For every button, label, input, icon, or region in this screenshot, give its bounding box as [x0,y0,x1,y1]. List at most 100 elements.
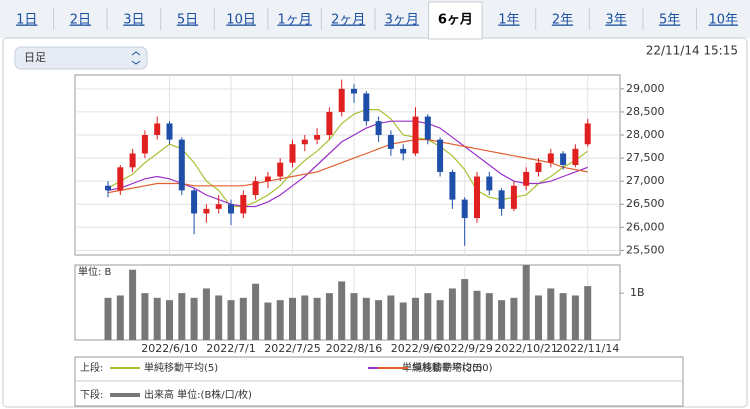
x-tick-label: 2022/11/14 [556,342,619,355]
tab[interactable]: 2日 [70,13,91,28]
candle-body [301,139,308,145]
candle-body [387,135,394,149]
candle-body [215,204,222,209]
y-tick-label: 27,000 [626,174,665,187]
ma-line [107,120,588,208]
candle-body [314,135,321,140]
volume-bar [141,293,149,340]
tab[interactable]: 2ヶ月 [331,13,365,28]
candle-body [264,176,271,182]
tab[interactable]: 2年 [552,13,573,28]
volume-bar [571,295,579,340]
dropdown-arrow [131,51,141,65]
volume-bar [239,297,247,340]
volume-bar [289,297,296,340]
y-tick-label: 26,000 [626,220,665,233]
volume-bar [559,293,567,340]
candle-body [191,190,198,214]
tab[interactable]: 3ヶ月 [385,13,419,28]
tab[interactable]: 1ヶ月 [278,13,312,28]
candle-body [437,139,444,172]
candle-body [474,176,480,219]
volume-bar [461,279,469,340]
candle-body [252,181,259,195]
x-tick-label: 2022/7/25 [264,342,320,355]
candle-body [289,144,296,163]
volume-bar [129,269,137,340]
x-tick-label: 2022/7/1 [206,342,255,355]
dropdown[interactable] [14,46,148,70]
candle-body [412,116,419,154]
volume-bar [350,293,358,340]
volume-bar [424,293,432,340]
volume-bar [510,297,518,340]
volume-bar [215,295,223,340]
candle-body [203,208,210,214]
x-tick-label: 2022/8/16 [326,342,382,355]
volume-bar [547,288,555,340]
tab[interactable]: 1日 [16,13,37,28]
x-tick-label: 2022/6/10 [141,342,197,355]
ma-line [107,139,588,194]
candle-body [486,176,493,191]
volume-bar [252,283,260,340]
tab[interactable]: 3日 [123,13,144,28]
volume-unit: 単位: B [78,265,112,278]
candle-body [240,195,247,214]
volume-bar [301,295,309,340]
tab[interactable]: 3年 [605,13,626,28]
dropdown-label[interactable]: 日足 [24,51,46,64]
volume-bar [116,295,124,340]
tab[interactable]: 10年 [708,13,738,28]
volume-bar [227,300,235,340]
timestamp: 22/11/14 15:15 [646,44,738,58]
y-tick-label: 27,500 [626,151,665,164]
volume-bar [325,293,333,340]
volume-bar [178,293,186,340]
candle-body [560,153,567,165]
legend-label: 出来高 単位:(B株/口/枚) [144,388,252,401]
y-tick-label: 25,500 [626,243,665,256]
volume-bar [153,297,161,340]
volume-bar [190,297,198,340]
tab[interactable]: 10日 [226,13,256,28]
tab[interactable]: 6ヶ月 [438,13,473,28]
candle-body [375,121,382,135]
tab[interactable]: 1年 [498,13,519,28]
volume-bar [485,293,493,340]
volume-bar [313,297,321,340]
volume-bar [535,295,542,340]
y-tick-label: 28,000 [626,128,665,141]
y-tick-label: 26,500 [626,197,665,210]
candle-body [510,185,517,209]
volume-bar [387,295,395,340]
volume-bar [448,288,456,340]
candle-body [498,190,505,209]
candle-body [326,111,333,135]
candle-body [584,123,591,145]
x-tick-label: 2022/9/6 [391,342,440,355]
volume-bar [522,265,530,340]
candle-body [461,199,468,219]
legend-label: 単純移動平均(25) [402,361,483,374]
candle-body [338,88,345,112]
candle-body [178,139,185,191]
volume-bar [498,300,506,340]
tab-selected-bg [428,1,483,40]
candle-body [166,123,173,140]
price-plot [74,74,621,256]
candle-body [129,153,136,168]
tab[interactable]: 5日 [177,13,198,28]
candle-body [228,204,234,214]
x-tick-label: 2022/9/29 [436,342,492,355]
volume-bar [584,286,592,340]
tab[interactable]: 5年 [659,13,680,28]
volume-bar [338,281,346,340]
candle-body [400,148,407,154]
volume-bar [412,297,419,340]
candle-body [572,148,579,165]
candle-body [424,116,431,140]
candle-body [141,135,148,154]
candle-body [523,171,530,186]
